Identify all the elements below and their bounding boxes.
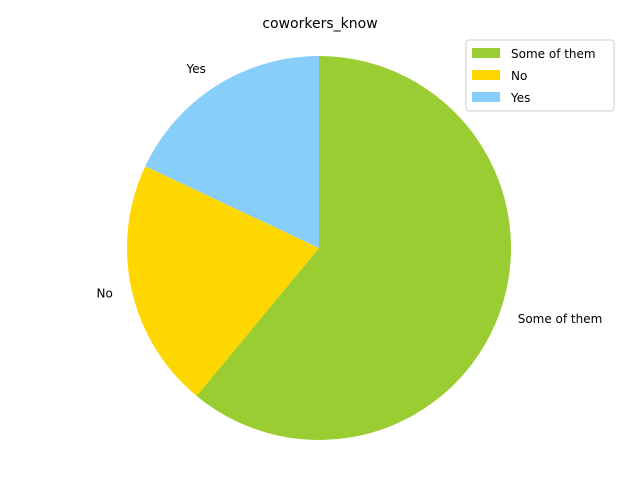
pie-slice-some-of-them [196,56,511,440]
legend-label-some-of-them: Some of them [511,47,596,61]
legend-label-no: No [511,69,527,83]
legend-frame [465,39,615,112]
legend-label-yes: Yes [510,91,530,105]
legend: Some of them No Yes [465,39,615,112]
pie-label-yes: Yes [185,62,205,76]
chart-title: coworkers_know [262,16,377,32]
pie-label-no: No [97,287,113,301]
legend-item-some-of-them: Some of them [472,47,596,61]
pie-slices [126,56,511,440]
legend-swatch-yes [472,92,500,102]
pie-slice-no [126,166,319,396]
legend-item-no: No [472,69,527,83]
legend-item-yes: Yes [472,91,530,105]
pie-label-some-of-them: Some of them [518,312,603,326]
pie-slice-labels: Some of them No Yes [97,62,603,326]
legend-swatch-some-of-them [472,48,500,58]
pie-slice-yes [145,56,319,248]
legend-swatch-no [472,70,500,80]
